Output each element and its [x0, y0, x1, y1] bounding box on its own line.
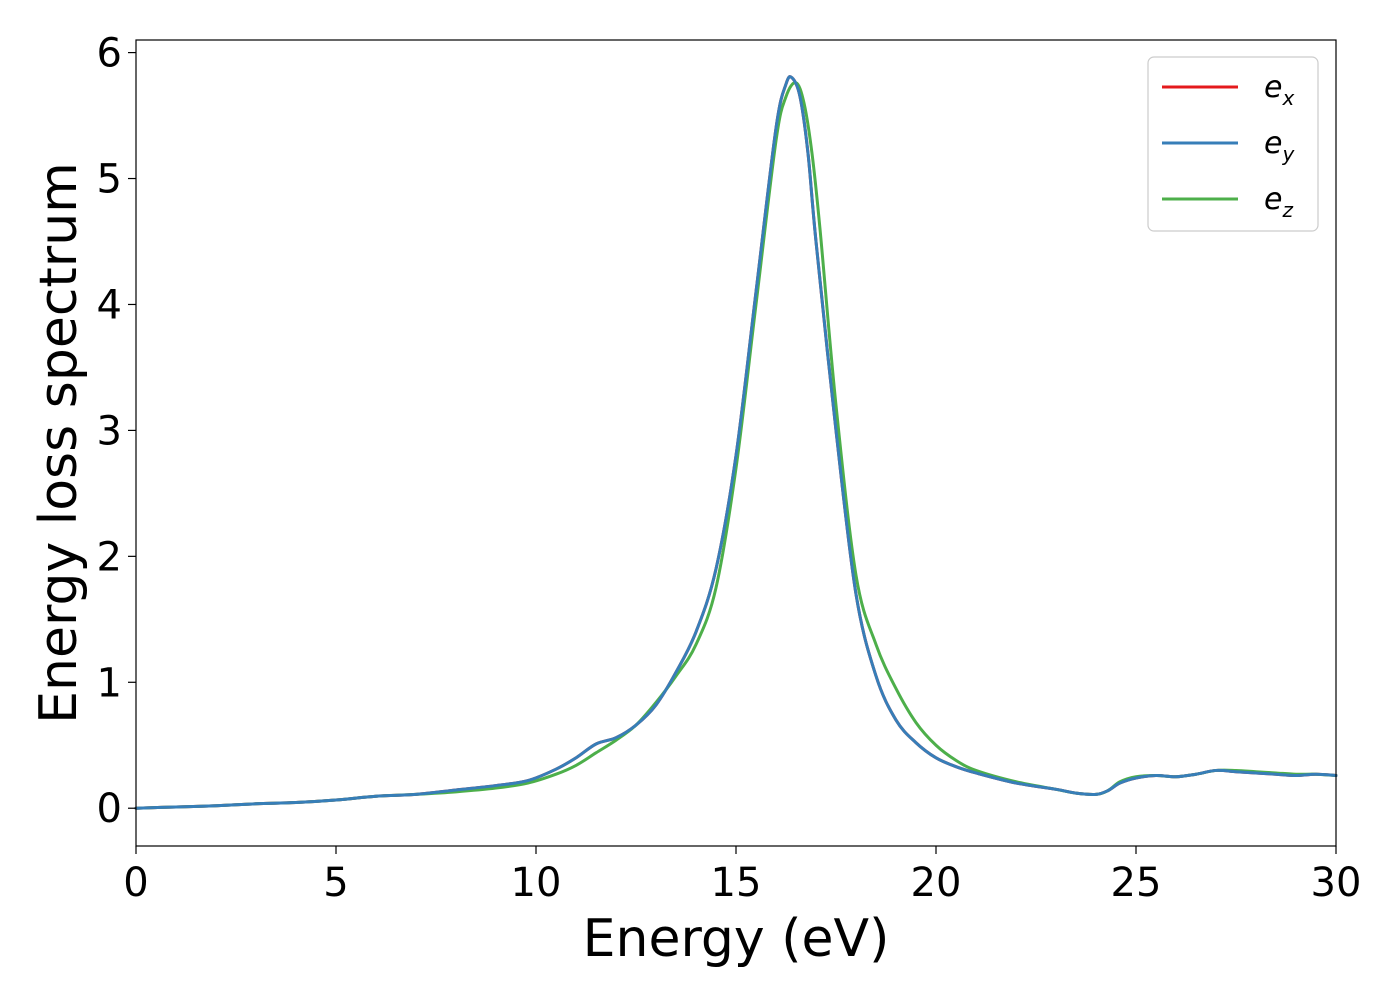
x-tick-label: 25 [1111, 860, 1162, 906]
legend-label-e_z: ez [1264, 182, 1293, 222]
y-tick-label: 1 [97, 660, 122, 706]
legend-label-sub: x [1281, 86, 1294, 110]
legend-label-e_x: ex [1264, 70, 1294, 110]
series-layer [134, 75, 1338, 810]
x-tick-label: 30 [1311, 860, 1362, 906]
x-tick-label: 20 [911, 860, 962, 906]
legend-label-e_y: ey [1264, 126, 1295, 166]
legend-label-sub: y [1281, 142, 1295, 166]
x-axis-ticks: 0 5 10 15 20 25 30 [123, 846, 1361, 906]
x-tick-label: 5 [323, 860, 348, 906]
legend-label-sub: z [1281, 198, 1293, 222]
y-tick-label: 3 [97, 408, 122, 454]
y-tick-label: 4 [97, 282, 122, 328]
y-tick-label: 5 [97, 157, 122, 203]
x-tick-label: 15 [711, 860, 762, 906]
legend-label-base: e [1264, 126, 1282, 161]
y-axis-label: Energy loss spectrum [29, 162, 89, 724]
y-axis-ticks: 0 1 2 3 4 5 6 [97, 31, 136, 832]
x-tick-label: 10 [511, 860, 562, 906]
x-axis-label: Energy (eV) [583, 909, 890, 969]
y-tick-label: 6 [97, 31, 122, 77]
legend-label-base: e [1264, 182, 1282, 217]
series-line-e_y [134, 75, 1338, 810]
y-tick-label: 0 [97, 786, 122, 832]
x-tick-label: 0 [123, 860, 148, 906]
legend-label-base: e [1264, 70, 1282, 105]
y-tick-label: 2 [97, 534, 122, 580]
plot-background [136, 40, 1336, 846]
